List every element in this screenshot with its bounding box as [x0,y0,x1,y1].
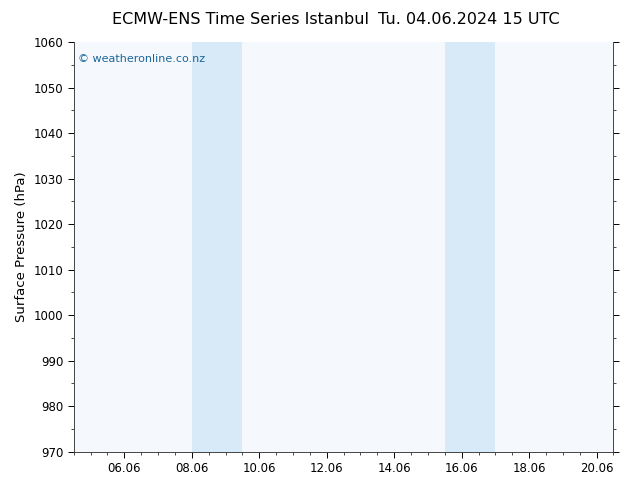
Text: Tu. 04.06.2024 15 UTC: Tu. 04.06.2024 15 UTC [378,12,560,27]
Text: ECMW-ENS Time Series Istanbul: ECMW-ENS Time Series Istanbul [112,12,370,27]
Text: © weatheronline.co.nz: © weatheronline.co.nz [78,54,205,64]
Bar [445,42,495,452]
Bar [192,42,242,452]
Y-axis label: Surface Pressure (hPa): Surface Pressure (hPa) [15,172,28,322]
